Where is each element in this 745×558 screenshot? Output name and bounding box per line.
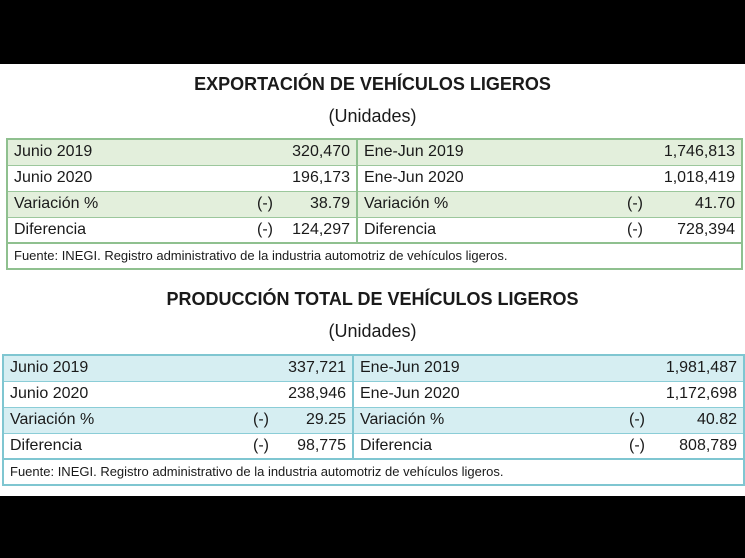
table-row: Variación % (-) 29.25 Variación % (-) 40… xyxy=(3,406,744,433)
row-label: Ene-Jun 2019 xyxy=(357,138,607,165)
export-table: Junio 2019 320,470 Ene-Jun 2019 1,746,81… xyxy=(6,138,743,270)
source-row: Fuente: INEGI. Registro administrativo d… xyxy=(3,458,744,485)
export-title: EXPORTACIÓN DE VEHÍCULOS LIGEROS xyxy=(194,74,551,94)
sign-cell xyxy=(237,138,277,165)
sign-cell xyxy=(237,164,277,191)
row-label: Diferencia xyxy=(357,216,607,243)
sign-cell: (-) xyxy=(233,432,273,459)
sign-cell: (-) xyxy=(233,406,273,433)
sign-cell xyxy=(609,380,649,407)
value-cell: 728,394 xyxy=(647,216,742,243)
value-cell: 196,173 xyxy=(277,164,358,191)
value-cell: 29.25 xyxy=(273,406,354,433)
value-cell: 1,981,487 xyxy=(649,354,744,381)
sign-cell xyxy=(607,164,647,191)
sign-cell: (-) xyxy=(237,190,277,217)
value-cell: 238,946 xyxy=(273,380,354,407)
value-cell: 320,470 xyxy=(277,138,358,165)
row-label: Ene-Jun 2020 xyxy=(353,380,609,407)
table-row: Junio 2019 337,721 Ene-Jun 2019 1,981,48… xyxy=(3,354,744,381)
row-label: Ene-Jun 2019 xyxy=(353,354,609,381)
table-row: Diferencia (-) 98,775 Diferencia (-) 808… xyxy=(3,432,744,459)
table-row: Junio 2019 320,470 Ene-Jun 2019 1,746,81… xyxy=(7,138,742,165)
row-label: Variación % xyxy=(357,190,607,217)
sign-cell: (-) xyxy=(237,216,277,243)
table-row: Variación % (-) 38.79 Variación % (-) 41… xyxy=(7,190,742,217)
sign-cell xyxy=(609,354,649,381)
production-table: Junio 2019 337,721 Ene-Jun 2019 1,981,48… xyxy=(2,354,745,486)
table-row: Junio 2020 196,173 Ene-Jun 2020 1,018,41… xyxy=(7,164,742,191)
source-row: Fuente: INEGI. Registro administrativo d… xyxy=(7,242,742,269)
source-note: Fuente: INEGI. Registro administrativo d… xyxy=(3,458,744,485)
row-label: Diferencia xyxy=(353,432,609,459)
table-row: Junio 2020 238,946 Ene-Jun 2020 1,172,69… xyxy=(3,380,744,407)
sign-cell: (-) xyxy=(607,216,647,243)
value-cell: 337,721 xyxy=(273,354,354,381)
row-label: Junio 2019 xyxy=(3,354,233,381)
row-label: Junio 2019 xyxy=(7,138,237,165)
row-label: Junio 2020 xyxy=(7,164,237,191)
value-cell: 808,789 xyxy=(649,432,744,459)
sign-cell: (-) xyxy=(609,432,649,459)
row-label: Variación % xyxy=(353,406,609,433)
production-title: PRODUCCIÓN TOTAL DE VEHÍCULOS LIGEROS xyxy=(166,289,579,309)
export-subtitle: (Unidades) xyxy=(328,106,417,126)
sign-cell xyxy=(233,354,273,381)
value-cell: 124,297 xyxy=(277,216,358,243)
value-cell: 1,172,698 xyxy=(649,380,744,407)
row-label: Junio 2020 xyxy=(3,380,233,407)
document-sheet: EXPORTACIÓN DE VEHÍCULOS LIGEROS (Unidad… xyxy=(0,64,745,496)
value-cell: 40.82 xyxy=(649,406,744,433)
sign-cell xyxy=(607,138,647,165)
value-cell: 41.70 xyxy=(647,190,742,217)
row-label: Diferencia xyxy=(3,432,233,459)
row-label: Diferencia xyxy=(7,216,237,243)
value-cell: 98,775 xyxy=(273,432,354,459)
source-note: Fuente: INEGI. Registro administrativo d… xyxy=(7,242,742,269)
sign-cell: (-) xyxy=(609,406,649,433)
table-row: Diferencia (-) 124,297 Diferencia (-) 72… xyxy=(7,216,742,243)
sign-cell xyxy=(233,380,273,407)
row-label: Ene-Jun 2020 xyxy=(357,164,607,191)
sign-cell: (-) xyxy=(607,190,647,217)
production-subtitle: (Unidades) xyxy=(328,321,417,341)
row-label: Variación % xyxy=(3,406,233,433)
value-cell: 1,018,419 xyxy=(647,164,742,191)
value-cell: 38.79 xyxy=(277,190,358,217)
value-cell: 1,746,813 xyxy=(647,138,742,165)
row-label: Variación % xyxy=(7,190,237,217)
